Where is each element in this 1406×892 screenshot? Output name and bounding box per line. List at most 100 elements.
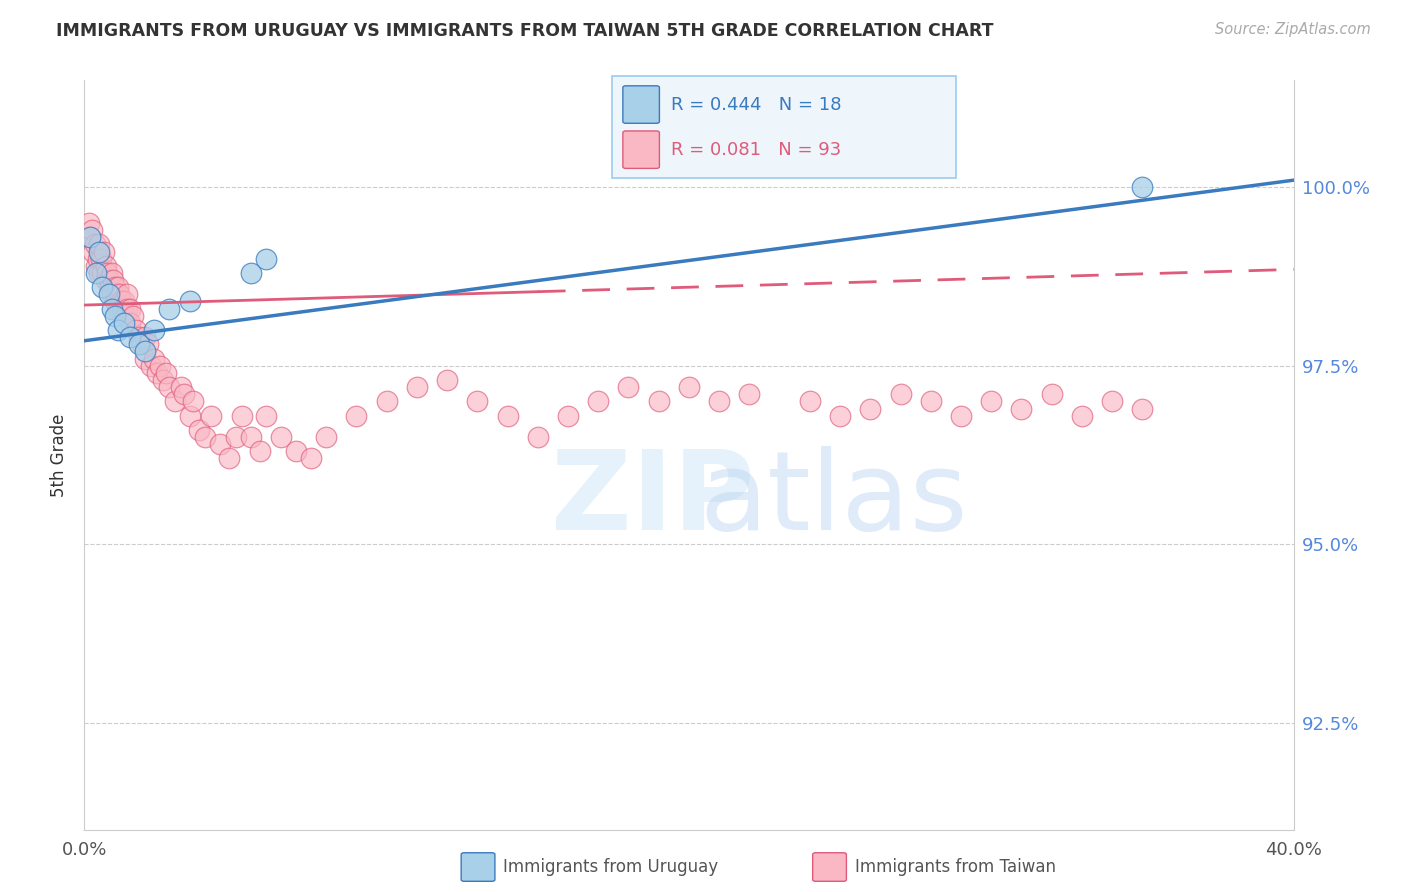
Point — [105, 287, 128, 301]
Point — [118, 330, 141, 344]
Text: Immigrants from Uruguay: Immigrants from Uruguay — [503, 858, 718, 876]
Point — [1071, 409, 1094, 423]
Point — [142, 351, 165, 366]
Text: R = 0.081   N = 93: R = 0.081 N = 93 — [671, 141, 841, 159]
Point — [79, 230, 101, 244]
Point — [98, 280, 121, 294]
Point — [89, 237, 111, 252]
Point — [107, 323, 129, 337]
Point — [181, 394, 204, 409]
Point — [188, 423, 211, 437]
Point — [194, 430, 217, 444]
Point — [107, 301, 129, 316]
Point — [200, 409, 222, 423]
Point — [134, 344, 156, 359]
Point — [950, 409, 973, 423]
Point — [315, 430, 337, 444]
Point — [406, 380, 429, 394]
Point — [104, 309, 127, 323]
Point — [527, 430, 550, 444]
Text: atlas: atlas — [700, 446, 969, 553]
Point — [100, 266, 122, 280]
Point — [128, 337, 150, 351]
Point — [121, 309, 143, 323]
Text: Immigrants from Taiwan: Immigrants from Taiwan — [855, 858, 1056, 876]
Point — [1101, 394, 1123, 409]
Point — [97, 273, 120, 287]
Point — [89, 244, 111, 259]
Point — [96, 266, 118, 280]
Point — [111, 301, 134, 316]
Point — [94, 273, 117, 287]
Point — [1011, 401, 1033, 416]
Point — [149, 359, 172, 373]
Point — [830, 409, 852, 423]
Point — [709, 394, 731, 409]
Point — [100, 287, 122, 301]
Point — [115, 287, 138, 301]
Point — [91, 266, 114, 280]
Point — [436, 373, 458, 387]
Point — [142, 323, 165, 337]
Point — [173, 387, 195, 401]
Point — [155, 366, 177, 380]
Point — [91, 280, 114, 294]
Point — [285, 444, 308, 458]
Point — [270, 430, 292, 444]
Point — [375, 394, 398, 409]
Point — [93, 244, 115, 259]
Point — [225, 430, 247, 444]
Point — [79, 230, 101, 244]
Point — [110, 294, 132, 309]
Point — [254, 409, 277, 423]
Point — [104, 294, 127, 309]
Point — [799, 394, 821, 409]
Point — [1132, 401, 1154, 416]
Point — [128, 330, 150, 344]
Point — [136, 337, 159, 351]
Point — [1132, 180, 1154, 194]
Point — [249, 444, 271, 458]
Point — [152, 373, 174, 387]
Point — [648, 394, 671, 409]
Point — [859, 401, 882, 416]
Point — [89, 266, 111, 280]
Point — [82, 244, 104, 259]
Point — [231, 409, 253, 423]
Point — [112, 316, 135, 330]
Point — [209, 437, 232, 451]
Point — [101, 273, 124, 287]
Point — [467, 394, 489, 409]
Point — [108, 287, 131, 301]
Point — [980, 394, 1002, 409]
Point — [617, 380, 640, 394]
Point — [299, 451, 322, 466]
Point — [80, 223, 103, 237]
Point — [678, 380, 700, 394]
Point — [86, 266, 108, 280]
Point — [179, 294, 201, 309]
Point — [179, 409, 201, 423]
Text: Source: ZipAtlas.com: Source: ZipAtlas.com — [1215, 22, 1371, 37]
Point — [77, 216, 100, 230]
Point — [157, 301, 180, 316]
Point — [131, 337, 153, 351]
Point — [239, 266, 262, 280]
Point — [588, 394, 610, 409]
Point — [100, 301, 122, 316]
Point — [86, 259, 108, 273]
Point — [218, 451, 240, 466]
Text: ZIP: ZIP — [551, 446, 755, 553]
Text: IMMIGRANTS FROM URUGUAY VS IMMIGRANTS FROM TAIWAN 5TH GRADE CORRELATION CHART: IMMIGRANTS FROM URUGUAY VS IMMIGRANTS FR… — [56, 22, 994, 40]
Point — [125, 323, 148, 337]
Point — [94, 259, 117, 273]
Point — [107, 280, 129, 294]
Point — [115, 301, 138, 316]
Point — [920, 394, 942, 409]
Text: R = 0.444   N = 18: R = 0.444 N = 18 — [671, 95, 841, 113]
Point — [165, 394, 187, 409]
Point — [890, 387, 912, 401]
Point — [104, 280, 127, 294]
Point — [112, 294, 135, 309]
Y-axis label: 5th Grade: 5th Grade — [51, 413, 69, 497]
